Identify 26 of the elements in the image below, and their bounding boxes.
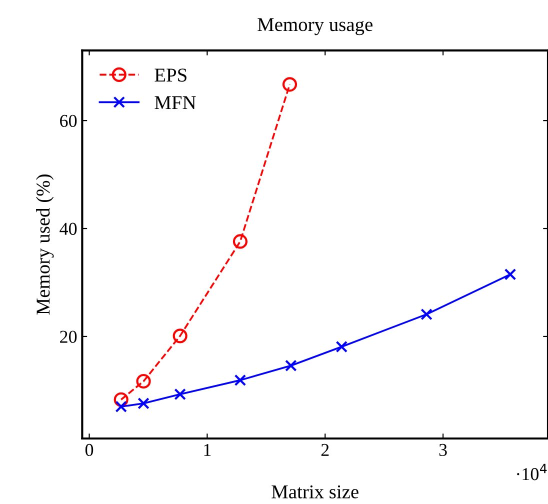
point: [336, 340, 348, 353]
point: [232, 234, 248, 249]
y-tick-label: 40: [60, 222, 77, 235]
x-axis-title: Matrix size: [272, 485, 358, 498]
x-tick-label: 3: [439, 444, 447, 456]
y-tick-label: 60: [60, 114, 77, 128]
point: [136, 374, 151, 389]
point: [234, 374, 246, 386]
y-tick-label: 20: [60, 330, 77, 343]
point: [138, 397, 150, 410]
x-tick-label: 2: [321, 444, 329, 456]
point: [420, 308, 432, 320]
text: ·10$^{4}$: [517, 464, 547, 480]
legend-label: EPS: [154, 68, 186, 82]
point: [282, 77, 298, 92]
x-tick-label: 1: [204, 444, 211, 456]
legend-label: MFN: [154, 96, 196, 109]
point: [285, 360, 297, 372]
point: [504, 268, 516, 280]
point: [114, 392, 128, 407]
chart-title: Memory usage: [258, 18, 372, 36]
point: [172, 328, 188, 344]
x-tick-label: 0: [85, 444, 94, 456]
point: [115, 400, 128, 413]
point: [174, 388, 186, 400]
y-axis-title: Memory used (%): [36, 174, 54, 315]
